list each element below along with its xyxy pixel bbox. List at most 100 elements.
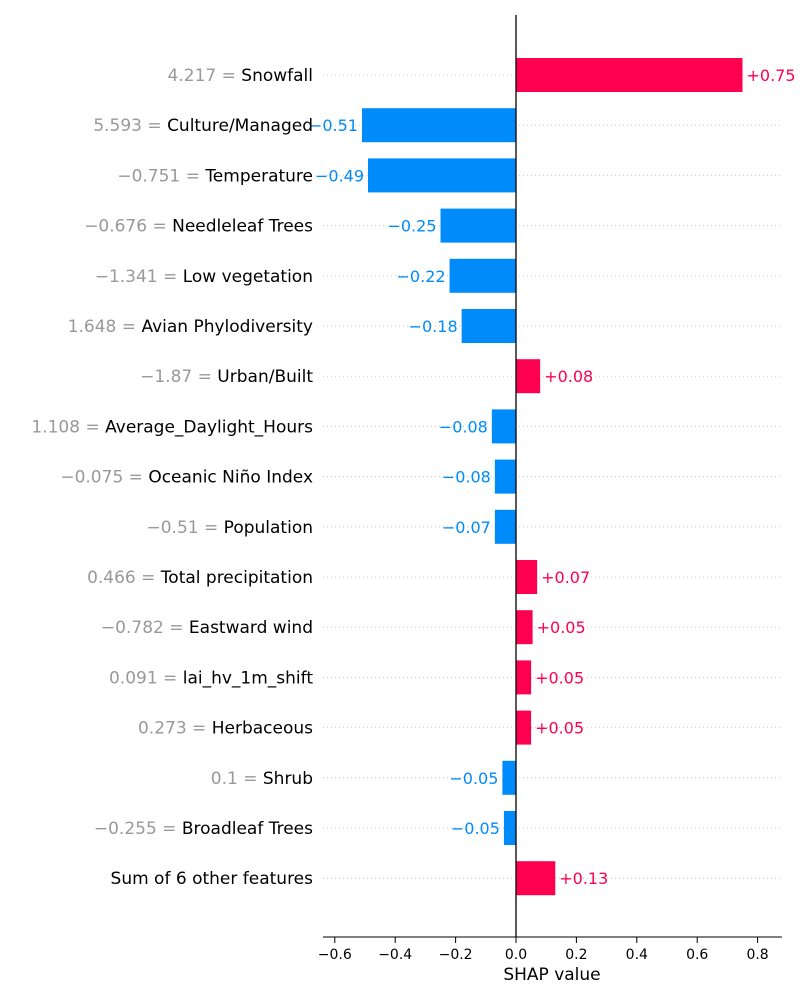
feature-value: −0.751 [117, 166, 180, 186]
bar-value-label: −0.49 [315, 166, 364, 185]
shap-bar [516, 359, 541, 394]
feature-value: −0.255 [94, 819, 157, 839]
shap-bar [361, 108, 516, 143]
feature-value: −0.676 [84, 217, 147, 237]
bar-value-label: −0.07 [442, 518, 491, 537]
feature-name: Low vegetation [183, 267, 313, 287]
shap-bar [516, 660, 532, 695]
shap-bar [502, 760, 516, 795]
feature-label: −1.87 = Urban/Built [140, 367, 313, 387]
bars [361, 58, 743, 896]
feature-label: −0.751 = Temperature [117, 166, 313, 186]
equals-sign: = [147, 217, 172, 237]
feature-name: Culture/Managed [167, 116, 313, 136]
feature-name: Avian Phylodiversity [141, 317, 313, 337]
x-axis: −0.6 −0.4 −0.2 0.0 0.2 0.4 0.6 0.8 [318, 15, 782, 963]
feature-value: 1.108 [31, 417, 80, 437]
shap-bar [516, 710, 532, 745]
feature-name: lai_hv_1m_shift [183, 668, 314, 688]
feature-label: −0.075 = Oceanic Niño Index [60, 468, 313, 488]
feature-name: Snowfall [241, 66, 313, 86]
feature-label: 0.273 = Herbaceous [138, 719, 313, 739]
x-tick-label: 0.0 [505, 947, 527, 963]
feature-name: Temperature [204, 166, 313, 186]
feature-name: Sum of 6 other features [111, 869, 314, 889]
x-tick-label: 0.4 [626, 947, 648, 963]
feature-value: 1.648 [68, 317, 117, 337]
bar-value-label: −0.18 [409, 317, 458, 336]
feature-value: 5.593 [93, 116, 142, 136]
shap-bar [494, 509, 516, 544]
x-tick-label: 0.2 [565, 947, 587, 963]
feature-value: −0.782 [101, 618, 164, 638]
bar-value-label: −0.05 [451, 819, 500, 838]
feature-label: 1.648 = Avian Phylodiversity [68, 317, 313, 337]
equals-sign: = [158, 668, 183, 688]
bar-value-label: +0.75 [747, 66, 796, 85]
x-tick-label: 0.8 [746, 947, 768, 963]
shap-bar [516, 861, 556, 896]
shap-bar [503, 811, 516, 845]
bar-value-label: −0.22 [397, 267, 446, 286]
feature-label: −1.341 = Low vegetation [95, 267, 313, 287]
feature-value: 4.217 [168, 66, 217, 86]
feature-label: 0.466 = Total precipitation [87, 568, 313, 588]
bar-value-label: +0.13 [559, 869, 608, 888]
feature-value: 0.1 [211, 769, 238, 789]
bar-value-label: +0.05 [535, 668, 584, 687]
feature-label: 4.217 = Snowfall [168, 66, 313, 86]
equals-sign: = [142, 116, 167, 136]
equals-sign: = [158, 267, 183, 287]
feature-name: Urban/Built [217, 367, 313, 387]
equals-sign: = [123, 468, 148, 488]
feature-label: 0.091 = lai_hv_1m_shift [109, 668, 313, 688]
equals-sign: = [180, 166, 205, 186]
equals-sign: = [187, 719, 212, 739]
x-axis-title: SHAP value [503, 965, 600, 985]
feature-label: −0.255 = Broadleaf Trees [94, 819, 313, 839]
bar-value-label: −0.25 [387, 217, 436, 236]
feature-label: 0.1 = Shrub [211, 769, 313, 789]
bar-value-label: −0.08 [442, 468, 491, 487]
feature-value: 0.466 [87, 568, 136, 588]
equals-sign: = [164, 618, 189, 638]
feature-label: −0.51 = Population [147, 518, 314, 538]
shap-bar [516, 610, 533, 645]
feature-name: Herbaceous [212, 719, 313, 739]
feature-name: Average_Daylight_Hours [105, 417, 313, 437]
feature-value: −1.341 [95, 267, 158, 287]
shap-bar [440, 208, 516, 243]
shap-bar [461, 309, 516, 343]
feature-value: 0.091 [109, 668, 158, 688]
equals-sign: = [199, 518, 224, 538]
feature-value: −1.87 [140, 367, 192, 387]
shap-bar [516, 58, 743, 92]
bar-value-label: −0.05 [449, 769, 498, 788]
shap-bar [516, 560, 538, 594]
feature-name: Oceanic Niño Index [148, 468, 313, 488]
feature-labels: +0.754.217 = Snowfall−0.515.593 = Cultur… [31, 66, 795, 889]
x-tick-label: −0.2 [439, 947, 473, 963]
bar-value-label: +0.05 [537, 618, 586, 637]
bar-value-label: +0.07 [541, 568, 590, 587]
feature-name: Total precipitation [160, 568, 313, 588]
feature-label: Sum of 6 other features [111, 869, 314, 889]
bar-value-label: −0.51 [309, 116, 358, 135]
shap-bar [494, 459, 516, 494]
feature-name: Shrub [263, 769, 313, 789]
feature-value: 0.273 [138, 719, 187, 739]
gridlines [323, 74, 782, 879]
equals-sign: = [157, 819, 182, 839]
equals-sign: = [192, 367, 217, 387]
feature-label: 5.593 = Culture/Managed [93, 116, 313, 136]
feature-label: −0.676 = Needleleaf Trees [84, 217, 313, 237]
feature-value: −0.51 [147, 518, 199, 538]
bar-value-label: −0.08 [439, 417, 488, 436]
shap-bar [449, 258, 516, 293]
equals-sign: = [216, 66, 241, 86]
equals-sign: = [238, 769, 263, 789]
feature-value: −0.075 [60, 468, 123, 488]
feature-label: −0.782 = Eastward wind [101, 618, 313, 638]
equals-sign: = [136, 568, 161, 588]
